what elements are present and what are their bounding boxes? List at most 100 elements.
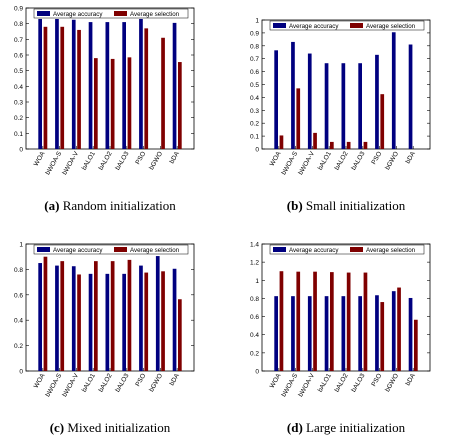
chart-caption: (a) Random initialization — [44, 198, 176, 213]
y-tick-label: 0.6 — [14, 53, 23, 60]
x-tick-label: PSO — [134, 151, 147, 166]
y-tick-label: 0.8 — [250, 43, 259, 50]
bar-selection-PSO — [380, 94, 385, 149]
bar-accuracy-bDA — [408, 297, 413, 371]
bar-selection-bALO3 — [363, 141, 368, 149]
bar-selection-bGWO — [161, 271, 165, 371]
y-tick-label: 0.2 — [14, 343, 23, 350]
bar-accuracy-bWOA-S — [55, 265, 59, 371]
x-tick-label: bALO1 — [81, 150, 97, 171]
y-tick-label: 0.2 — [14, 115, 23, 122]
y-tick-label: 0.2 — [250, 350, 259, 357]
y-tick-label: 1 — [255, 278, 259, 285]
bar-accuracy-bWOA-V — [71, 266, 76, 371]
y-tick-label: 0.9 — [14, 6, 23, 13]
plot-frame — [25, 243, 195, 372]
caption-text: Large initialization — [303, 420, 406, 435]
bar-selection-PSO — [144, 272, 149, 371]
x-tick-label: WOA — [33, 372, 47, 390]
bar-accuracy-bALO1 — [88, 22, 93, 150]
x-tick-label: bWOA-V — [297, 150, 316, 176]
legend-swatch — [37, 247, 50, 252]
bar-selection-WOA — [43, 256, 48, 371]
caption-text: Small initialization — [303, 198, 406, 213]
bar-selection-bALO1 — [94, 261, 98, 371]
y-tick-label: 0.9 — [250, 30, 259, 37]
bar-selection-bALO3 — [363, 272, 368, 371]
x-tick-label: bALO1 — [317, 150, 333, 171]
legend-box — [269, 244, 425, 255]
bar-selection-bWOA-V — [77, 29, 81, 149]
legend-swatch — [350, 247, 363, 252]
bar-selection-bALO1 — [330, 272, 334, 371]
bar-accuracy-bDA — [408, 44, 413, 150]
bar-accuracy-bDA — [172, 268, 177, 371]
bar-selection-bGWO — [161, 37, 165, 150]
y-tick-label: 0.2 — [250, 121, 259, 128]
bar-accuracy-bALO3 — [122, 273, 126, 371]
y-tick-label: 1 — [19, 242, 23, 249]
x-tick-label: bALO2 — [98, 372, 114, 393]
x-tick-label: PSO — [134, 373, 147, 388]
legend-label: Average accuracy — [53, 11, 103, 18]
bar-selection-bWOA-V — [313, 271, 317, 371]
y-tick-label: 0.5 — [14, 68, 23, 75]
y-tick-label: 0.7 — [14, 37, 23, 44]
caption-text: Random initialization — [59, 198, 176, 213]
plot-frame — [25, 7, 195, 150]
y-tick-label: 0.6 — [250, 314, 259, 321]
caption-label: (c) — [50, 420, 64, 435]
bar-selection-bWOA-S — [296, 271, 301, 371]
y-tick-label: 0 — [255, 147, 259, 154]
bar-accuracy-WOA — [38, 18, 42, 149]
bar-selection-bALO3 — [127, 57, 132, 149]
bar-accuracy-bALO2 — [341, 63, 346, 150]
caption-label: (a) — [44, 198, 59, 213]
y-tick-label: 0 — [19, 147, 23, 154]
bar-accuracy-bWOA-V — [307, 296, 312, 371]
bar-accuracy-bWOA-V — [71, 19, 76, 149]
x-tick-label: bWOA-V — [297, 372, 316, 398]
chart-panel-2: 00.10.20.30.40.50.60.70.80.91WOAbWOA-SbW… — [250, 18, 431, 213]
bar-selection-bWOA-V — [313, 132, 317, 149]
y-tick-label: 0.8 — [14, 21, 23, 28]
chart-panel-1: 00.10.20.30.40.50.60.70.80.9WOAbWOA-SbWO… — [14, 6, 195, 213]
x-tick-label: bALO2 — [98, 150, 114, 171]
bar-accuracy-bALO2 — [341, 296, 346, 371]
legend-label: Average accuracy — [289, 247, 339, 254]
y-tick-label: 0.6 — [14, 292, 23, 299]
y-tick-label: 0.8 — [250, 296, 259, 303]
bar-selection-WOA — [279, 271, 284, 371]
caption-text: Mixed initialization — [64, 420, 171, 435]
legend-box — [33, 244, 189, 255]
legend-label: Average accuracy — [53, 247, 103, 254]
legend: Average accuracy Average selection — [269, 244, 425, 255]
y-tick-label: 0.1 — [14, 131, 23, 138]
legend-label: Average accuracy — [289, 23, 339, 30]
bar-accuracy-bALO3 — [358, 63, 362, 150]
legend-swatch — [37, 11, 50, 16]
bar-selection-bALO1 — [94, 58, 98, 150]
caption-label: (b) — [287, 198, 303, 213]
x-tick-label: bGWO — [148, 373, 164, 394]
x-tick-label: bALO3 — [350, 150, 366, 171]
plot-frame — [261, 243, 431, 372]
y-tick-label: 0.3 — [14, 100, 23, 107]
y-tick-label: 1.2 — [250, 260, 259, 267]
bar-selection-bALO2 — [346, 272, 351, 371]
bar-accuracy-bALO2 — [105, 22, 110, 150]
bar-accuracy-bWOA-S — [55, 18, 59, 149]
bar-accuracy-bWOA-S — [291, 296, 295, 371]
bar-selection-bALO2 — [110, 58, 115, 149]
y-tick-label: 0.4 — [14, 84, 23, 91]
legend-label: Average selection — [366, 247, 416, 254]
x-tick-label: bALO1 — [317, 372, 333, 393]
legend: Average accuracy Average selection — [33, 244, 189, 255]
chart-caption: (b) Small initialization — [287, 198, 406, 213]
x-tick-label: bALO3 — [114, 372, 130, 393]
x-tick-label: bALO3 — [350, 372, 366, 393]
y-tick-label: 0.4 — [250, 332, 259, 339]
bar-selection-PSO — [144, 28, 149, 149]
bar-selection-bWOA-S — [60, 261, 65, 371]
bar-accuracy-bALO2 — [105, 273, 110, 371]
